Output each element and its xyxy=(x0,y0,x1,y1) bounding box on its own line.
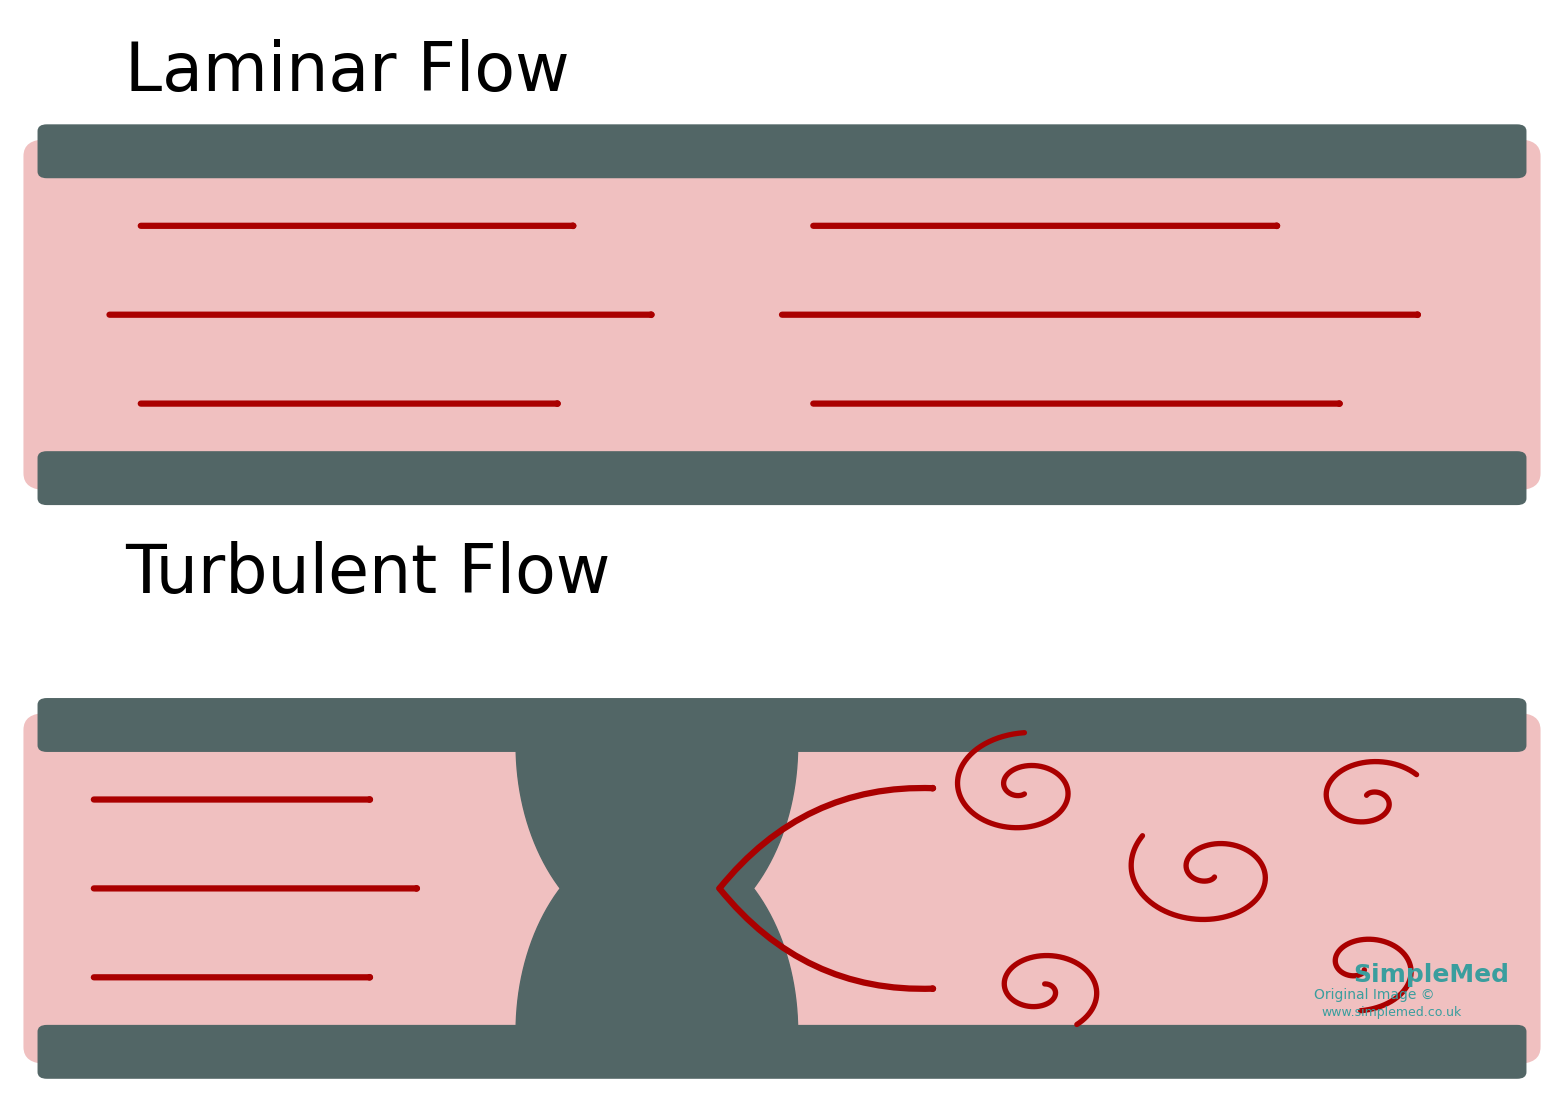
Text: Turbulent Flow: Turbulent Flow xyxy=(125,540,610,607)
Polygon shape xyxy=(516,745,798,942)
FancyBboxPatch shape xyxy=(38,451,1526,505)
Polygon shape xyxy=(516,834,798,1032)
Text: www.simplemed.co.uk: www.simplemed.co.uk xyxy=(1322,1006,1462,1019)
FancyBboxPatch shape xyxy=(38,125,1526,178)
Text: Laminar Flow: Laminar Flow xyxy=(125,39,569,106)
FancyBboxPatch shape xyxy=(23,139,1541,490)
FancyBboxPatch shape xyxy=(38,1025,1526,1078)
Text: Original Image ©: Original Image © xyxy=(1314,988,1434,1001)
FancyBboxPatch shape xyxy=(38,698,1526,752)
FancyBboxPatch shape xyxy=(23,713,1541,1064)
Text: SimpleMed: SimpleMed xyxy=(1353,962,1509,987)
